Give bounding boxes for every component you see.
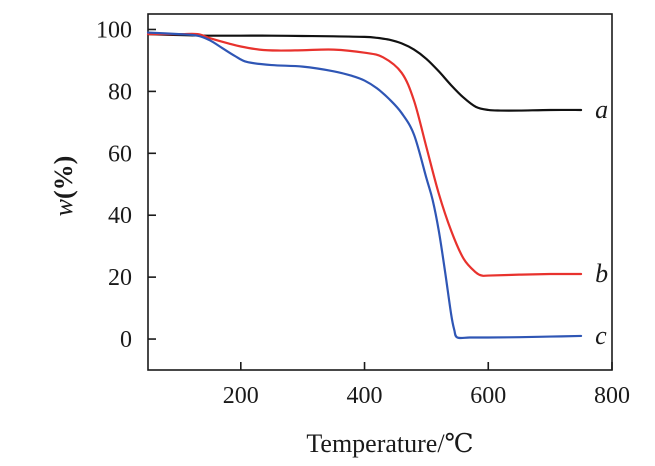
axis-tick-labels: 200 400 600 800 0 20 40 60 80 100 <box>96 17 630 409</box>
y-axis-title: w(%) <box>49 156 78 217</box>
y-tick-label: 0 <box>120 327 132 353</box>
y-axis-title-unit: (%) <box>49 156 78 199</box>
x-tick-label: 600 <box>470 383 506 409</box>
series-line-a <box>146 33 583 112</box>
series-label-c: c <box>595 321 607 350</box>
axis-ticks <box>148 28 613 370</box>
y-tick-label: 40 <box>108 203 132 229</box>
x-axis-title: Temperature/℃ <box>306 429 473 458</box>
series-line-c <box>146 31 583 340</box>
x-tick-label: 200 <box>223 383 259 409</box>
series-label-a: a <box>595 95 608 124</box>
series-line-b <box>146 32 583 277</box>
plot-frame <box>147 13 613 371</box>
x-tick-label: 400 <box>347 383 383 409</box>
y-axis-title-variable: w <box>49 198 78 216</box>
series-label-b: b <box>595 259 608 288</box>
series-lines <box>146 31 583 340</box>
plot-area <box>147 13 613 371</box>
y-tick-label: 60 <box>108 141 132 167</box>
y-tick-label: 100 <box>96 17 132 43</box>
x-tick-label: 800 <box>594 383 630 409</box>
y-tick-label: 80 <box>108 79 132 105</box>
y-tick-label: 20 <box>108 265 132 291</box>
series-labels: a b c <box>595 95 608 350</box>
